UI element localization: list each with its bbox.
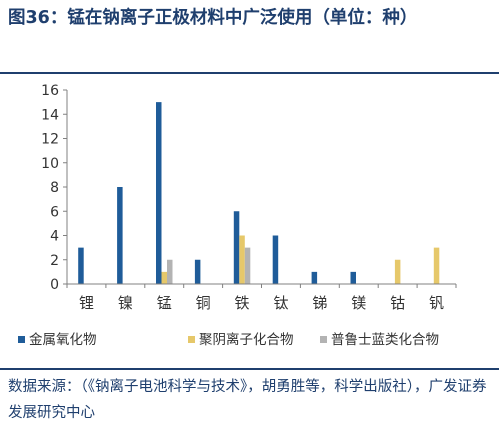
y-tick-label: 0 [50,277,59,293]
y-tick-label: 14 [41,107,59,123]
bars [78,102,440,284]
legend-label: 聚阴离子化合物 [199,331,294,348]
bar [272,235,279,284]
x-tick-label: 锂 [79,294,94,312]
bar [394,259,401,284]
figure-title: 图36：锰在钠离子正极材料中广泛使用（单位：种） [8,8,418,28]
x-tick-label: 镁 [351,294,366,312]
y-tick-label: 8 [50,180,59,196]
bar [78,247,84,284]
source-rule [0,368,499,370]
legend-swatch [18,336,25,343]
bar [156,102,162,284]
y-tick-label: 6 [50,204,59,220]
bar [311,271,318,284]
bar [161,271,167,284]
bar [433,247,440,284]
x-tick-label: 钴 [390,294,405,312]
x-axis: 锂镍锰铜铁钛锑镁钴钒 [66,283,457,312]
x-tick-label: 锑 [312,294,327,312]
legend-label: 金属氧化物 [29,332,97,348]
legend-swatch [188,336,195,343]
bar [233,211,240,284]
y-tick-label: 2 [50,253,59,269]
legend-label: 普鲁士蓝类化合物 [331,332,439,348]
bar [194,259,201,284]
bar [167,259,173,284]
y-tick-label: 12 [41,132,59,148]
y-axis: 0 2 4 6 8 10 12 14 16 [41,83,68,293]
y-tick-label: 16 [41,83,59,99]
x-tick-label: 铜 [196,294,211,312]
bar [239,235,245,284]
x-tick-label: 锰 [157,294,172,312]
x-tick-label: 镍 [118,294,133,312]
bar-chart: 0 2 4 6 8 10 12 14 16 锂 镍 锰 铜 铁 钛 锑 镁 钴 钒 金属氧化物 聚阴离子化合物 普鲁士… [18,83,457,348]
x-tick-label: 钛 [273,294,288,312]
legend: 金属氧化物 聚阴离子化合物 普鲁士蓝类化合物 [18,331,439,348]
data-source-note: 数据来源：（《钠离子电池科学与技术》，胡勇胜等，科学出版社），广发证券发展研究中… [8,379,487,421]
bar [117,187,123,284]
bar [244,247,251,284]
x-tick-label: 铁 [235,294,250,312]
x-tick-label: 钒 [429,294,444,312]
legend-swatch [320,336,327,343]
y-tick-label: 10 [41,156,59,172]
y-tick-label: 4 [50,229,59,245]
bar [350,271,356,284]
title-rule [0,72,499,74]
